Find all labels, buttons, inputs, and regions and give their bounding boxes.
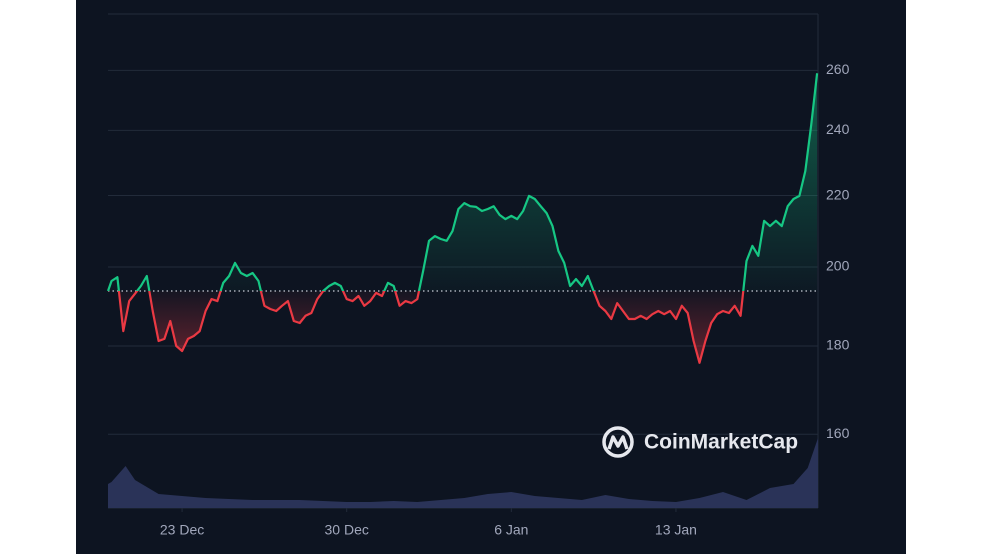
- x-tick-label: 30 Dec: [325, 522, 369, 538]
- y-tick-label: 240: [826, 121, 850, 137]
- y-tick-label: 160: [826, 425, 850, 441]
- volume-area: [108, 438, 818, 508]
- y-tick-label: 200: [826, 258, 850, 274]
- x-tick-label: 13 Jan: [655, 522, 697, 538]
- price-line: [106, 73, 819, 364]
- watermark-text: CoinMarketCap: [644, 431, 798, 454]
- y-tick-label: 180: [826, 337, 850, 353]
- y-tick-label: 260: [826, 61, 850, 77]
- x-tick-label: 23 Dec: [160, 522, 204, 538]
- area-below: [108, 290, 818, 363]
- y-tick-label: 220: [826, 186, 850, 202]
- watermark: CoinMarketCap: [602, 426, 798, 458]
- x-tick-label: 6 Jan: [494, 522, 528, 538]
